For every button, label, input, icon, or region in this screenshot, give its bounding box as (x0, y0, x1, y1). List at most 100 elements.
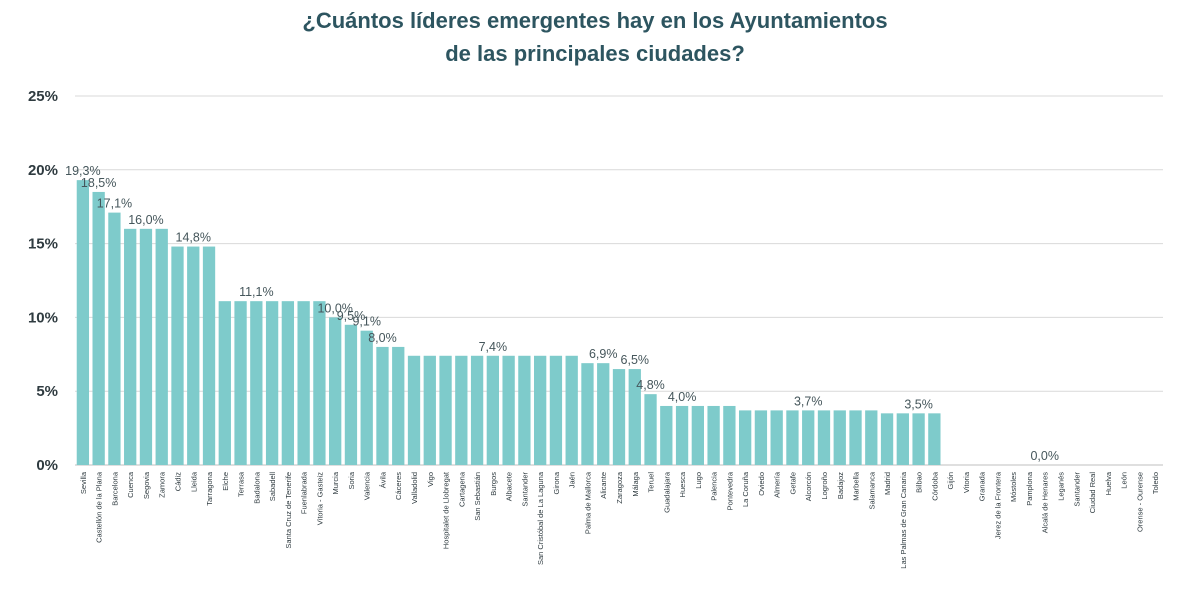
x-tick-label: Granada (978, 471, 987, 501)
data-label: 6,9% (589, 347, 618, 361)
x-tick-label: Terrasa (237, 471, 246, 497)
x-tick-label: Logroño (820, 472, 829, 500)
bar (171, 246, 184, 465)
x-tick-label: Murcia (331, 471, 340, 494)
data-label: 4,0% (668, 390, 697, 404)
data-label: 7,4% (479, 340, 508, 354)
data-label: 8,0% (368, 331, 397, 345)
chart-title-line-2: de las principales ciudades? (445, 41, 745, 66)
x-tick-label: Oviedo (757, 472, 766, 496)
bar (108, 212, 121, 465)
bar (470, 355, 484, 465)
x-tick-label: Toledo (1151, 472, 1160, 494)
bar (297, 301, 310, 465)
bar (754, 410, 768, 465)
x-tick-label: Fuenlabrada (300, 471, 309, 514)
chart-title: ¿Cuántos líderes emergentes hay en los A… (0, 4, 1190, 70)
bar (234, 301, 247, 465)
data-label: 3,7% (794, 394, 823, 408)
bar (202, 246, 216, 465)
x-tick-label: Alcorcón (804, 472, 813, 501)
x-tick-label: Madrid (883, 472, 892, 495)
x-tick-label: Elche (221, 472, 230, 491)
bar (187, 246, 200, 465)
x-tick-label: Cádiz (173, 472, 182, 491)
bar (486, 355, 500, 465)
data-label: 18,5% (81, 176, 116, 190)
x-tick-label: Cuenca (126, 471, 135, 498)
bar (675, 405, 689, 465)
bar (660, 405, 673, 465)
bar (565, 355, 578, 465)
data-label: 9,5% (337, 309, 366, 323)
bar (896, 413, 909, 465)
x-tick-label: Teruel (647, 472, 656, 493)
data-label: 16,0% (128, 213, 163, 227)
y-tick-label: 25% (28, 88, 58, 105)
bar (691, 405, 704, 465)
x-tick-label: Huelva (1104, 471, 1113, 495)
data-label: 11,1% (239, 285, 274, 299)
bar (250, 301, 263, 465)
x-tick-label: Ciudad Real (1088, 472, 1097, 514)
x-tick-label: Pamplona (1025, 471, 1034, 506)
x-tick-label: Palma de Mallorca (583, 471, 592, 534)
bar (360, 330, 373, 465)
data-labels: 19,3%18,5% 17,1% 16,0% 14,8% 11,1% 10,0%9,5%9… (65, 164, 1059, 463)
x-tick-label: Castellón de la Plana (95, 471, 104, 543)
x-tick-label: Vigo (426, 472, 435, 487)
bar (597, 363, 610, 465)
x-tick-label: Orense - Ourense (1135, 472, 1144, 532)
bar (534, 355, 547, 465)
bar (880, 413, 894, 465)
bar (139, 228, 153, 465)
x-tick-label: San Sebastián (473, 472, 482, 521)
bar (770, 410, 783, 465)
x-tick-label: La Coruña (741, 471, 750, 507)
bar (502, 355, 515, 465)
x-tick-label: Guadalajara (662, 471, 671, 513)
x-tick-label: Badalona (252, 471, 261, 504)
data-label: 4,8% (636, 378, 665, 392)
bar (802, 410, 815, 465)
x-tick-label: Almería (773, 471, 782, 498)
x-tick-label: Santander (520, 472, 529, 507)
bar (738, 410, 752, 465)
bar (849, 410, 862, 465)
x-tick-label: Leganés (1057, 472, 1066, 501)
bar (455, 355, 468, 465)
x-tick-label: Vitoria (962, 471, 971, 493)
x-tick-label: Vitoria - Gasteiz (315, 472, 324, 525)
bar (124, 228, 137, 465)
x-tick-label: Córdoba (930, 471, 939, 501)
x-tick-label: Segovia (142, 471, 151, 499)
x-tick-label: Badajoz (836, 472, 845, 499)
x-tick-label: Hospitalet de Llobregat (442, 471, 451, 549)
bar (612, 369, 626, 465)
x-tick-label: Alicante (599, 472, 608, 499)
data-label: 17,1% (97, 197, 132, 211)
x-tick-label: Jerez de la Frontera (993, 471, 1002, 539)
bar (329, 317, 342, 465)
data-label: 10,0% (317, 301, 352, 315)
y-tick-label: 5% (36, 383, 58, 400)
x-tick-label: Palencia (710, 471, 719, 501)
data-label: 19,3% (65, 164, 100, 178)
y-tick-label: 10% (28, 309, 58, 326)
x-tick-label: Zaragoza (615, 471, 624, 504)
x-tick-label: Pontevedra (725, 471, 734, 510)
x-tick-label: Lleida (189, 471, 198, 492)
bar (376, 346, 389, 465)
x-tick-label: Huesca (678, 471, 687, 497)
x-tick-label: Marbella (852, 471, 861, 501)
x-tick-label: Getafe (788, 472, 797, 495)
bar (865, 410, 878, 465)
bar (912, 413, 925, 465)
x-tick-label: Sevilla (79, 471, 88, 494)
data-label: 6,5% (621, 353, 650, 367)
x-tick-label: Móstoles (1009, 472, 1018, 502)
x-tick-label: Valencia (363, 471, 372, 500)
x-tick-label: Barcelona (110, 471, 119, 506)
bar (518, 355, 531, 465)
bar (644, 394, 657, 465)
